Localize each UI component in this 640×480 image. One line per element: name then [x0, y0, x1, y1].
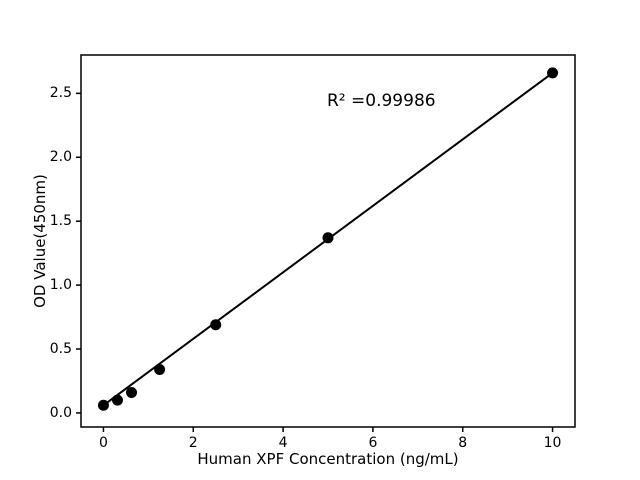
- x-axis-label: Human XPF Concentration (ng/mL): [197, 450, 459, 468]
- y-tick-label: 1.0: [49, 277, 72, 294]
- data-point-marker: [547, 67, 559, 79]
- data-point-marker: [126, 386, 138, 398]
- y-tick-label: 1.5: [49, 213, 72, 230]
- x-tick-label: 4: [278, 435, 288, 451]
- data-point-marker: [111, 394, 123, 406]
- x-tick-label: 2: [188, 435, 198, 451]
- y-tick-label: 0.5: [49, 341, 72, 358]
- data-point-marker: [322, 232, 334, 244]
- y-tick-label: 2.5: [49, 85, 72, 102]
- y-tick-label: 0.0: [49, 404, 72, 421]
- data-point-marker: [154, 363, 166, 375]
- x-tick-label: 10: [543, 435, 562, 451]
- x-tick-label: 8: [458, 435, 468, 451]
- r-squared-annotation: R² =0.99986: [327, 91, 436, 111]
- data-point-marker: [97, 399, 109, 411]
- axes-spines: [80, 54, 576, 428]
- data-point-marker: [210, 319, 222, 331]
- x-tick-label: 6: [368, 435, 378, 451]
- y-tick-label: 2.0: [49, 149, 72, 166]
- x-tick-label: 0: [98, 435, 108, 451]
